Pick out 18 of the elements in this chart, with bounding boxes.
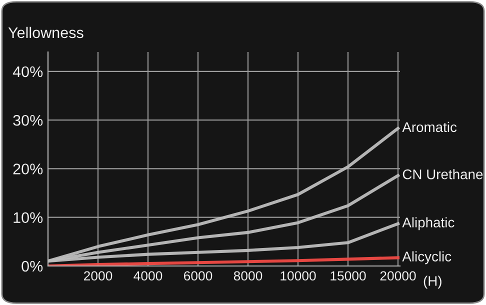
series-label: Aromatic	[402, 122, 457, 132]
series-label: Aliphatic	[402, 217, 454, 230]
series-label: CN Urethane	[402, 169, 483, 180]
x-tick-label: 4000	[134, 271, 162, 281]
y-tick-label: 30%	[13, 114, 43, 126]
y-tick-label: 0%	[22, 260, 43, 272]
y-tick-label: 20%	[13, 164, 43, 174]
y-tick-label: 10%	[14, 212, 43, 224]
x-tick-label: 10000	[280, 271, 316, 281]
series-label: Alicyclic	[402, 251, 452, 264]
x-tick-label: 8000	[234, 271, 262, 281]
y-tick-label: 40%	[12, 66, 43, 78]
x-tick-label: 15000	[330, 271, 366, 281]
y-axis-title: Yellowness	[8, 26, 84, 38]
x-axis-title: (H)	[424, 276, 442, 289]
x-tick-label: 2000	[84, 271, 112, 281]
x-tick-label: 6000	[184, 271, 212, 281]
x-tick-label: 20000	[380, 271, 416, 281]
